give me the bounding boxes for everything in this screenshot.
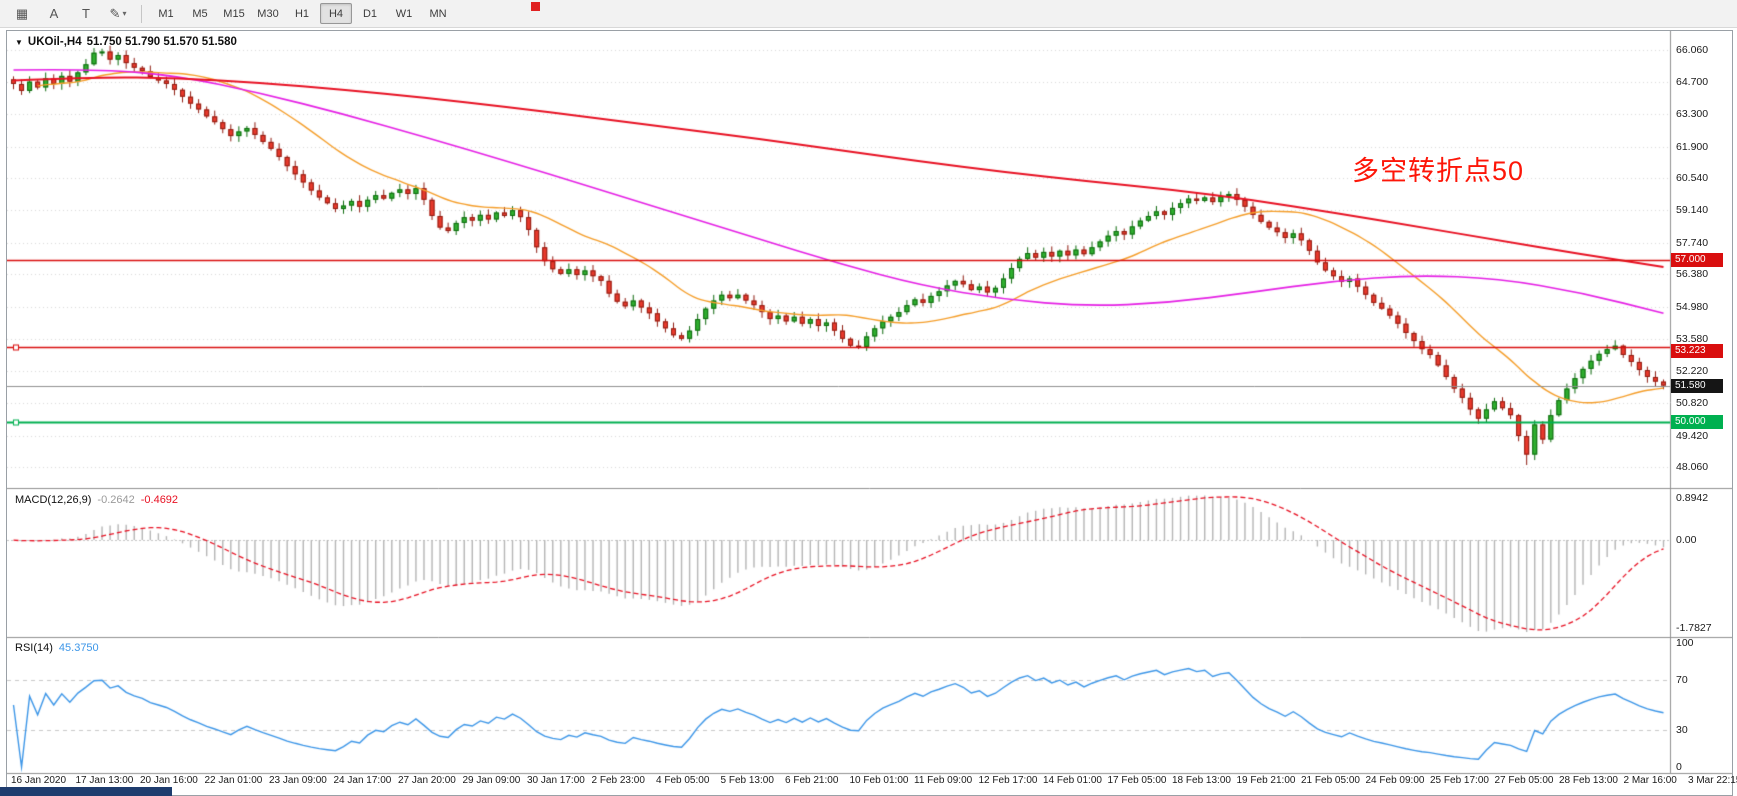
date-axis-label: 12 Feb 17:00 <box>978 775 1038 786</box>
rsi-axis-label: 30 <box>1676 723 1688 736</box>
date-axis-label: 10 Feb 01:00 <box>849 775 909 786</box>
date-axis-label: 29 Jan 09:00 <box>462 775 521 786</box>
rsi-axis-label: 100 <box>1676 637 1694 649</box>
date-axis-label: 16 Jan 2020 <box>11 775 67 786</box>
date-axis-label: 2 Mar 16:00 <box>1623 775 1677 786</box>
date-axis-label: 14 Feb 01:00 <box>1043 775 1102 786</box>
timeframe-button-h1[interactable]: H1 <box>294 7 310 20</box>
price-level-badge: 57.000 <box>1671 253 1723 267</box>
window-bottom-strip <box>0 787 172 796</box>
rsi-title-text: RSI(14) <box>15 642 53 654</box>
ohlc-readout: 51.750 51.790 51.570 51.580 <box>86 36 237 48</box>
price-axis-label: 49.420 <box>1676 429 1709 442</box>
timeframe-button-d1[interactable]: D1 <box>362 7 378 20</box>
rsi-axis-label: 0 <box>1676 761 1682 773</box>
price-axis-label: 53.580 <box>1676 333 1709 346</box>
timeframe-button-mn[interactable]: MN <box>429 7 447 20</box>
date-axis-label: 23 Jan 09:00 <box>269 775 327 786</box>
price-axis-label: 61.900 <box>1676 140 1709 153</box>
date-axis-label: 19 Feb 21:00 <box>1236 775 1296 786</box>
price-level-badge: 53.223 <box>1671 344 1723 359</box>
timeframe-button-m15[interactable]: M15 <box>223 7 245 20</box>
unidentified-red-marker <box>531 2 540 11</box>
timeframe-button-w1[interactable]: W1 <box>395 7 413 20</box>
price-axis-label: 60.540 <box>1676 172 1709 184</box>
rsi-axis-label: 70 <box>1676 674 1688 687</box>
text-tool-icon: T <box>82 6 90 21</box>
current-price-badge: 51.580 <box>1671 378 1723 393</box>
date-axis-label: 28 Feb 13:00 <box>1559 775 1618 786</box>
macd-title-text: MACD(12,26,9) <box>15 494 92 506</box>
price-chart-canvas[interactable] <box>7 31 1732 795</box>
price-axis-label: 66.060 <box>1676 44 1709 57</box>
rsi-value: 45.3750 <box>58 642 99 654</box>
drawing-tools-group: ▦ A T ✎ ▾ <box>6 3 134 25</box>
date-axis-label: 25 Feb 17:00 <box>1430 775 1489 786</box>
timeframe-button-m5[interactable]: M5 <box>192 7 208 20</box>
macd-indicator-label: MACD(12,26,9) -0.2642 -0.4692 <box>15 494 178 506</box>
date-axis-label: 5 Feb 13:00 <box>720 775 774 786</box>
price-axis-label: 50.820 <box>1676 397 1709 410</box>
cursor-tool-icon: A <box>49 6 59 21</box>
chart-grid-button[interactable]: ▦ <box>7 3 37 25</box>
price-axis-label: 56.380 <box>1676 268 1709 281</box>
macd-axis-label: 0.00 <box>1676 534 1697 547</box>
price-axis-label: 57.740 <box>1676 236 1709 249</box>
symbol-timeframe-label: UKOil-,H4 <box>27 36 82 48</box>
cursor-tool-button[interactable]: A <box>39 3 69 25</box>
chart-grid-icon: ▦ <box>15 6 29 21</box>
date-axis-label: 6 Feb 21:00 <box>785 775 839 786</box>
chart-window: ▼ UKOil-,H4 51.750 51.790 51.570 51.580 … <box>6 30 1737 796</box>
date-axis-label: 30 Jan 17:00 <box>527 775 585 786</box>
price-axis-label: 59.140 <box>1676 204 1709 217</box>
timeframe-button-h4[interactable]: H4 <box>320 3 352 24</box>
macd-signal-value: -0.4692 <box>140 494 179 506</box>
price-axis-label: 63.300 <box>1676 108 1709 121</box>
macd-axis-label: 0.8942 <box>1676 492 1709 504</box>
price-level-badge: 50.000 <box>1671 415 1723 430</box>
price-axis-label: 64.700 <box>1676 75 1709 88</box>
chevron-down-icon: ▾ <box>122 9 127 18</box>
date-axis-label: 22 Jan 01:00 <box>204 775 263 786</box>
timeframe-buttons-group: M1 M5 M15 M30 H1 H4 D1 W1 MN <box>149 3 455 24</box>
chart-text-annotation[interactable]: 多空转折点50 <box>1352 156 1525 186</box>
price-axis-label: 48.060 <box>1676 461 1709 474</box>
date-axis-label: 27 Jan 20:00 <box>398 775 456 786</box>
date-axis-label: 3 Mar 22:15 <box>1688 775 1737 786</box>
toolbar-separator <box>141 4 142 23</box>
text-tool-button[interactable]: T <box>71 3 101 25</box>
rsi-indicator-label: RSI(14) 45.3750 <box>15 642 99 654</box>
draw-tool-button[interactable]: ✎ ▾ <box>103 3 133 25</box>
macd-axis-label: -1.7827 <box>1676 622 1712 634</box>
date-axis-label: 4 Feb 05:00 <box>656 775 710 786</box>
date-axis-label: 17 Feb 05:00 <box>1107 775 1167 786</box>
date-axis-label: 24 Feb 09:00 <box>1365 775 1425 786</box>
symbol-menu-icon[interactable]: ▼ <box>15 37 23 47</box>
timeframe-button-m1[interactable]: M1 <box>158 7 174 20</box>
macd-main-value: -0.2642 <box>97 494 135 506</box>
date-axis-label: 2 Feb 23:00 <box>591 775 645 786</box>
price-axis-label: 54.980 <box>1676 300 1709 313</box>
date-axis-label: 11 Feb 09:00 <box>914 775 973 786</box>
date-axis-label: 27 Feb 05:00 <box>1494 775 1554 786</box>
timeframe-button-m30[interactable]: M30 <box>257 7 279 20</box>
top-toolbar: ▦ A T ✎ ▾ M1 M5 M15 M30 H1 H4 D1 W1 MN <box>0 0 1737 28</box>
date-axis-label: 21 Feb 05:00 <box>1301 775 1360 786</box>
date-axis-label: 18 Feb 13:00 <box>1172 775 1231 786</box>
draw-tool-icon: ✎ <box>109 6 121 21</box>
date-axis-label: 24 Jan 17:00 <box>333 775 392 786</box>
date-axis-label: 17 Jan 13:00 <box>75 775 134 786</box>
chart-title: ▼ UKOil-,H4 51.750 51.790 51.570 51.580 <box>15 36 237 48</box>
price-axis-label: 52.220 <box>1676 364 1709 377</box>
date-axis-label: 20 Jan 16:00 <box>140 775 198 786</box>
